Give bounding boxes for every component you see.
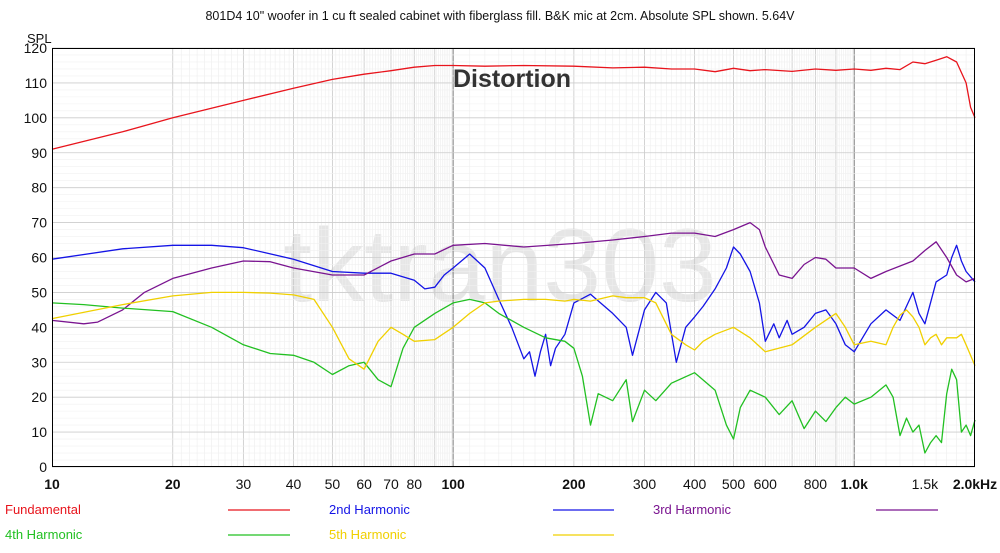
legend-label: 2nd Harmonic — [329, 502, 410, 517]
y-tick-label: 10 — [31, 424, 47, 440]
y-tick-label: 0 — [39, 459, 47, 475]
x-tick-label: 60 — [356, 476, 372, 492]
legend-label: 3rd Harmonic — [653, 502, 732, 517]
x-tick-label: 1.0k — [841, 476, 868, 492]
x-tick-label: 30 — [236, 476, 252, 492]
x-tick-label: 500 — [722, 476, 746, 492]
x-tick-label: 10 — [44, 476, 60, 492]
y-tick-label: 40 — [31, 319, 47, 335]
x-tick-label: 20 — [165, 476, 181, 492]
y-tick-label: 80 — [31, 180, 47, 196]
y-tick-label: 90 — [31, 145, 47, 161]
legend-label: Fundamental — [5, 502, 81, 517]
series-line-2 — [51, 244, 976, 377]
x-tick-label: 2.0kHz — [953, 476, 997, 492]
y-tick-label: 30 — [31, 354, 47, 370]
series-line-3 — [51, 221, 976, 325]
x-tick-label: 300 — [633, 476, 657, 492]
series-line-4 — [51, 298, 976, 454]
x-tick-label: 50 — [325, 476, 341, 492]
y-tick-label: 110 — [25, 75, 48, 91]
x-tick-label: 600 — [754, 476, 778, 492]
y-tick-label: 100 — [24, 110, 48, 126]
y-tick-label: 20 — [31, 389, 47, 405]
y-tick-label: 70 — [31, 215, 47, 231]
series-line-5 — [51, 291, 976, 370]
x-tick-label: 80 — [406, 476, 422, 492]
y-axis-label: SPL — [27, 31, 52, 46]
x-tick-label: 70 — [383, 476, 399, 492]
x-tick-label: 400 — [683, 476, 707, 492]
x-tick-label: 800 — [804, 476, 828, 492]
distortion-annotation: Distortion — [453, 65, 571, 93]
x-tick-label: 1.5k — [912, 476, 939, 492]
x-tick-label: 40 — [286, 476, 302, 492]
y-tick-label: 50 — [31, 284, 47, 300]
y-tick-label: 120 — [24, 40, 48, 56]
x-tick-label: 100 — [441, 476, 465, 492]
legend-label: 4th Harmonic — [5, 527, 83, 542]
chart-title: 801D4 10" woofer in 1 cu ft sealed cabin… — [205, 9, 795, 23]
y-tick-label: 60 — [31, 250, 47, 266]
series-line-1 — [51, 56, 976, 150]
plot-frame — [52, 48, 975, 467]
x-tick-label: 200 — [562, 476, 586, 492]
legend-label: 5th Harmonic — [329, 527, 407, 542]
